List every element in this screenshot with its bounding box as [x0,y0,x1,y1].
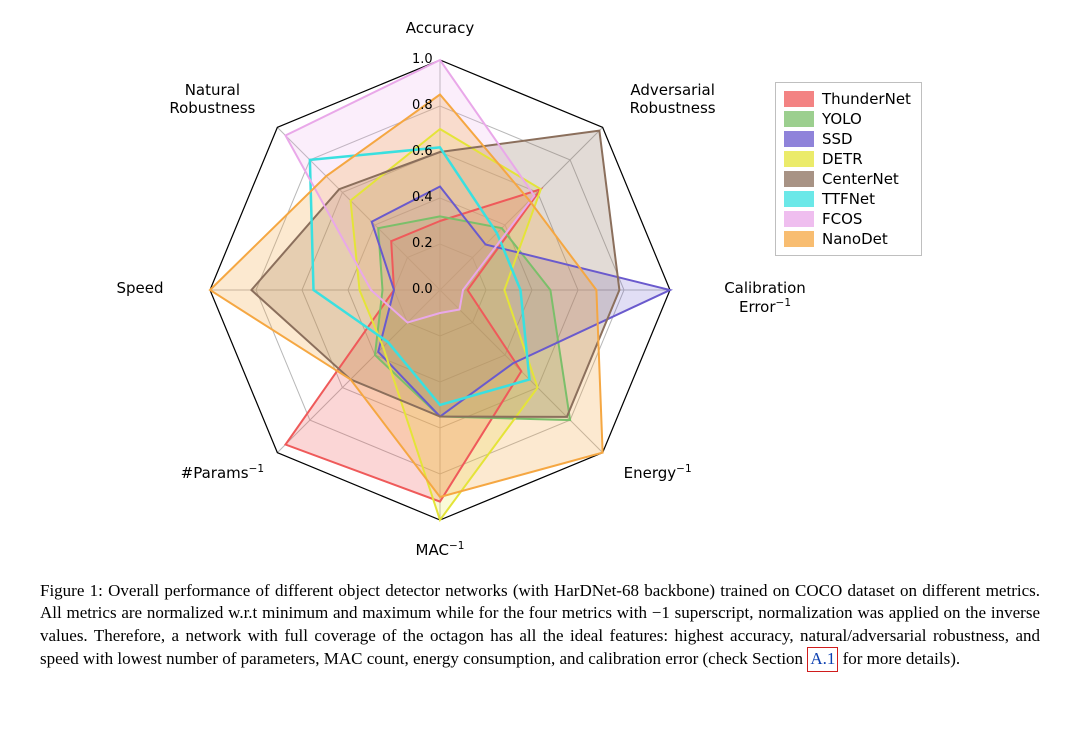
legend-swatch [784,211,814,227]
legend-swatch [784,171,814,187]
legend-swatch [784,131,814,147]
legend-swatch [784,91,814,107]
legend-item: ThunderNet [784,89,911,109]
legend-label: CenterNet [822,170,899,188]
legend-swatch [784,231,814,247]
legend-item: SSD [784,129,911,149]
legend-swatch [784,111,814,127]
legend-swatch [784,191,814,207]
legend-item: NanoDet [784,229,911,249]
legend-label: YOLO [822,110,862,128]
legend-label: NanoDet [822,230,888,248]
legend-label: DETR [822,150,863,168]
legend-item: FCOS [784,209,911,229]
legend-label: SSD [822,130,853,148]
legend-label: ThunderNet [822,90,911,108]
chart-legend: ThunderNet YOLO SSD DETR CenterNet TTFNet FCOS… [775,82,922,256]
legend-item: YOLO [784,109,911,129]
legend-item: CenterNet [784,169,911,189]
legend-item: TTFNet [784,189,911,209]
legend-item: DETR [784,149,911,169]
legend-label: FCOS [822,210,862,228]
caption-ref-link[interactable]: A.1 [807,647,838,671]
legend-label: TTFNet [822,190,875,208]
figure-caption: Figure 1: Overall performance of differe… [40,580,1040,672]
caption-prefix: Figure 1: [40,581,103,600]
caption-body-after: for more details). [838,649,960,668]
legend-swatch [784,151,814,167]
